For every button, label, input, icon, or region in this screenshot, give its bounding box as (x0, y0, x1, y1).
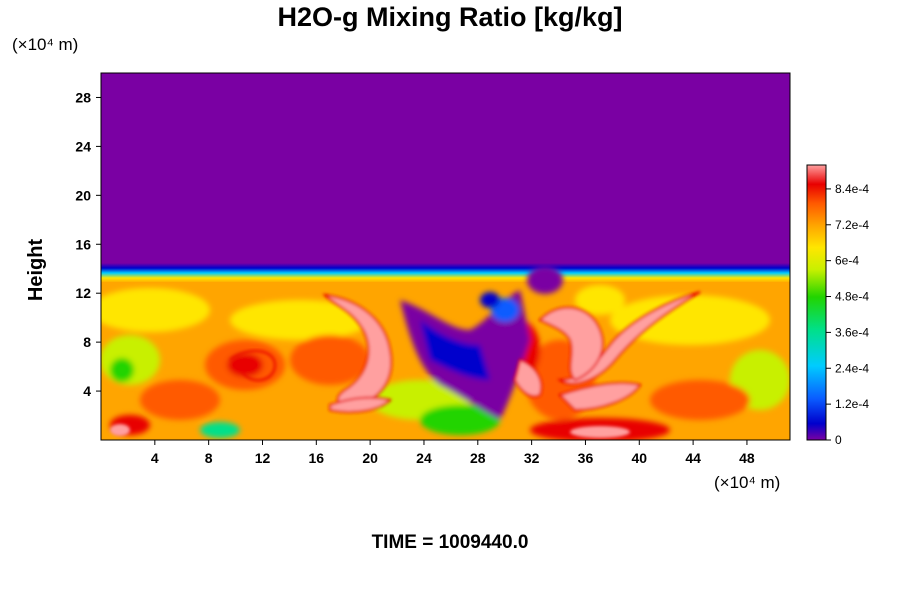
colorbar (806, 164, 827, 441)
colorbar-tick-label: 7.2e-4 (835, 218, 869, 232)
heatmap-field (101, 73, 790, 440)
x-tick-label: 16 (309, 450, 325, 466)
y-axis-label: Height (25, 239, 47, 302)
x-tick-label: 48 (739, 450, 755, 466)
y-tick-label: 8 (83, 334, 91, 350)
y-tick-label: 16 (75, 236, 91, 252)
y-tick-label: 24 (75, 138, 91, 154)
x-tick-label: 24 (416, 450, 432, 466)
x-tick-label: 8 (205, 450, 213, 466)
plot-frame (100, 72, 791, 441)
x-tick-label: 20 (362, 450, 378, 466)
colorbar-ticks: 0 1.2e-4 2.4e-4 3.6e-4 4.8e-4 6e-4 7.2e-4 8.4e-… (826, 182, 869, 447)
colorbar-tick-label: 1.2e-4 (835, 397, 869, 411)
y-axis-ticks: 4 8 12 16 20 24 28 (75, 89, 101, 399)
colorbar-tick-label: 8.4e-4 (835, 182, 869, 196)
x-tick-label: 4 (151, 450, 159, 466)
y-tick-label: 28 (75, 89, 91, 105)
colorbar-tick-label: 6e-4 (835, 254, 859, 268)
y-axis-unit: (×10⁴ m) (12, 35, 78, 54)
y-tick-label: 4 (83, 383, 91, 399)
y-tick-label: 20 (75, 187, 91, 203)
colorbar-tick-label: 3.6e-4 (835, 325, 869, 339)
x-axis-unit: (×10⁴ m) (714, 473, 780, 492)
colorbar-tick-label: 0 (835, 433, 842, 447)
time-label: TIME = 1009440.0 (371, 532, 529, 553)
chart-title: H2O-g Mixing Ratio [kg/kg] (277, 2, 623, 32)
x-tick-label: 44 (685, 450, 701, 466)
x-tick-label: 32 (524, 450, 540, 466)
colorbar-tick-label: 2.4e-4 (835, 361, 869, 375)
x-tick-label: 12 (255, 450, 271, 466)
x-tick-label: 36 (578, 450, 594, 466)
x-axis-ticks: 4 8 12 16 20 24 28 32 36 40 44 48 (151, 440, 755, 466)
colorbar-tick-label: 4.8e-4 (835, 290, 869, 304)
y-tick-label: 12 (75, 285, 91, 301)
x-tick-label: 28 (470, 450, 486, 466)
x-tick-label: 40 (631, 450, 647, 466)
